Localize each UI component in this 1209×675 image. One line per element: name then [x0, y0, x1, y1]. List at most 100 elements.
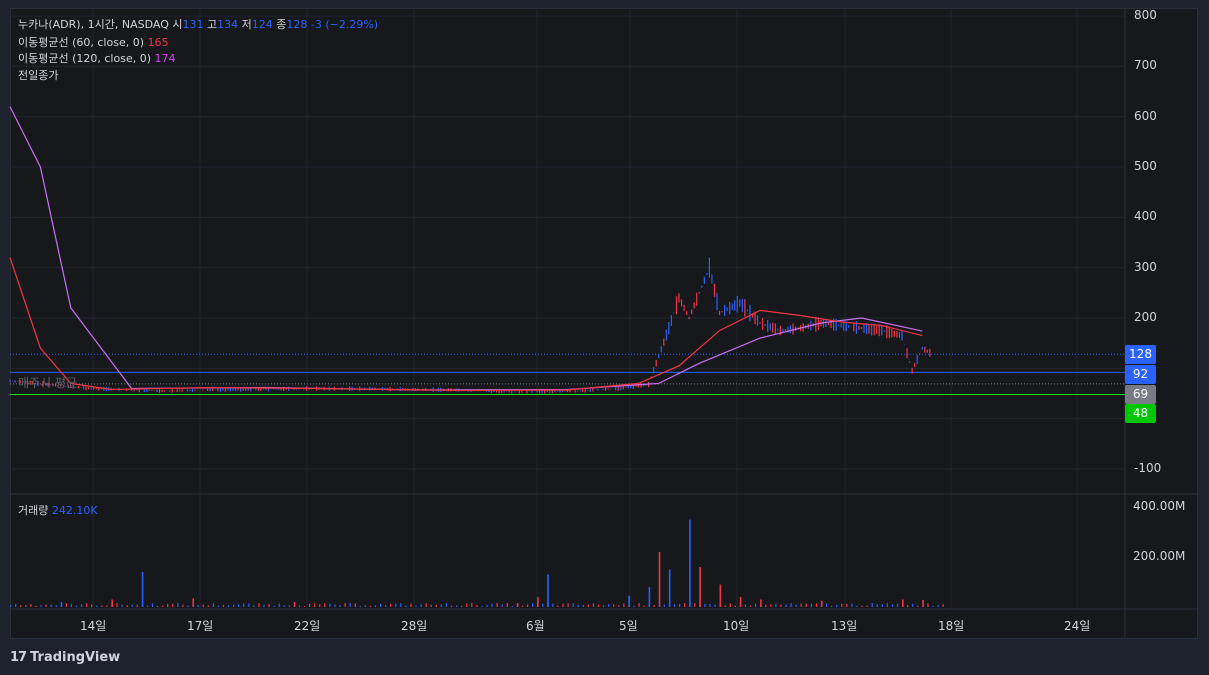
- volume-bar: [390, 603, 392, 607]
- volume-bar: [846, 603, 848, 607]
- volume-bar: [663, 604, 665, 607]
- volume-bar: [309, 603, 311, 607]
- volume-bar: [800, 603, 802, 607]
- volume-bar: [613, 604, 615, 607]
- volume-bar: [592, 603, 595, 607]
- volume-bar: [790, 603, 792, 607]
- volume-bar: [344, 603, 346, 607]
- volume-bar: [319, 603, 321, 607]
- price-axis-label: 300: [1134, 260, 1157, 274]
- volume-bar: [861, 605, 863, 607]
- volume-bar: [40, 605, 42, 607]
- volume-bar: [628, 595, 630, 607]
- price-axis-label: 400: [1134, 209, 1157, 223]
- volume-bar: [349, 603, 351, 607]
- volume-bar: [243, 603, 245, 607]
- volume-bar: [364, 605, 366, 607]
- volume-legend[interactable]: 거래량 242.10K: [18, 504, 98, 518]
- low-label: 저: [241, 18, 252, 31]
- volume-bar: [233, 604, 235, 607]
- price-tag-support: 48: [1125, 404, 1156, 423]
- volume-bar: [704, 603, 706, 607]
- volume-bar: [420, 604, 422, 607]
- volume-bar: [927, 603, 929, 607]
- volume-bar: [602, 605, 605, 607]
- volume-bar: [907, 605, 909, 607]
- volume-bar: [151, 603, 154, 607]
- volume-bar: [724, 605, 726, 607]
- time-axis-label: 17일: [187, 619, 214, 633]
- volume-bar: [886, 603, 888, 607]
- volume-bar: [146, 605, 149, 607]
- prev-close-label: 전일종가: [18, 69, 59, 82]
- volume-bar: [932, 605, 934, 607]
- volume-bar: [253, 605, 255, 607]
- tradingview-logo[interactable]: 17 TradingView: [10, 650, 120, 665]
- volume-bar: [25, 604, 27, 607]
- volume-bar: [65, 603, 67, 607]
- volume-bar: [582, 604, 584, 607]
- volume-bar: [80, 603, 83, 607]
- volume-bar: [719, 584, 722, 607]
- price-axis-label: -100: [1134, 461, 1162, 475]
- symbol-interval: 1시간: [87, 18, 115, 31]
- time-axis-label: 24일: [1064, 619, 1091, 633]
- price-axis-label: 200: [1134, 310, 1157, 324]
- volume-bar: [775, 603, 777, 607]
- volume-bar: [912, 603, 914, 607]
- volume-bar: [699, 567, 701, 607]
- volume-bar: [942, 604, 944, 607]
- ma60-legend[interactable]: 이동평균선 (60, close, 0) 165: [18, 36, 169, 50]
- volume-bar: [35, 605, 37, 607]
- volume-bar: [182, 604, 184, 607]
- volume-bar: [86, 603, 88, 607]
- time-axis-label: 28일: [401, 619, 428, 633]
- symbol-legend: 누카나(ADR), 1시간, NASDAQ 시131 고134 저124 종12…: [18, 18, 379, 31]
- volume-bar: [476, 605, 478, 607]
- volume-bar: [805, 603, 807, 607]
- volume-bar: [248, 603, 250, 607]
- prev-close-legend[interactable]: 전일종가: [18, 69, 58, 83]
- close-label: 종: [276, 18, 287, 31]
- volume-bar: [435, 604, 437, 607]
- volume-bar: [415, 605, 417, 607]
- volume-bar: [303, 605, 306, 607]
- volume-bar: [192, 598, 195, 607]
- chart-frame[interactable]: [10, 8, 1198, 639]
- volume-bar: [537, 597, 539, 607]
- volume-bar: [258, 603, 260, 607]
- ma120-line: [9, 106, 923, 391]
- volume-bar: [648, 587, 651, 607]
- volume-bar: [456, 605, 458, 607]
- volume-bar: [400, 603, 402, 607]
- volume-bar: [177, 603, 179, 607]
- volume-bar: [96, 605, 98, 607]
- volume-bar: [385, 604, 387, 607]
- volume-bar: [851, 603, 853, 607]
- volume-bar: [379, 603, 382, 607]
- volume-bar: [430, 604, 432, 607]
- time-axis-label: 13일: [831, 619, 858, 633]
- ma120-label: 이동평균선 (120, close, 0): [18, 52, 151, 65]
- volume-bars: [10, 519, 944, 607]
- volume-bar: [506, 603, 508, 607]
- time-axis-label: 5일: [619, 619, 638, 633]
- symbol-name: 누카나(ADR): [18, 18, 81, 31]
- volume-bar: [658, 552, 661, 607]
- close-value: 128: [286, 18, 308, 31]
- volume-bar: [810, 603, 812, 607]
- volume-bar: [60, 602, 63, 607]
- volume-bar: [937, 605, 939, 607]
- price-axis-label: 600: [1134, 109, 1157, 123]
- volume-bar: [557, 605, 559, 607]
- volume-bar: [841, 603, 843, 607]
- volume-bar: [324, 603, 326, 607]
- tradingview-logo-icon: 17: [10, 650, 27, 665]
- volume-bar: [749, 605, 752, 607]
- volume-bar: [491, 603, 493, 607]
- price-tag-last: 128: [1125, 345, 1156, 364]
- ma60-value: 165: [147, 36, 169, 49]
- ma120-legend[interactable]: 이동평균선 (120, close, 0) 174: [18, 52, 176, 66]
- symbol-exchange: NASDAQ: [121, 18, 169, 31]
